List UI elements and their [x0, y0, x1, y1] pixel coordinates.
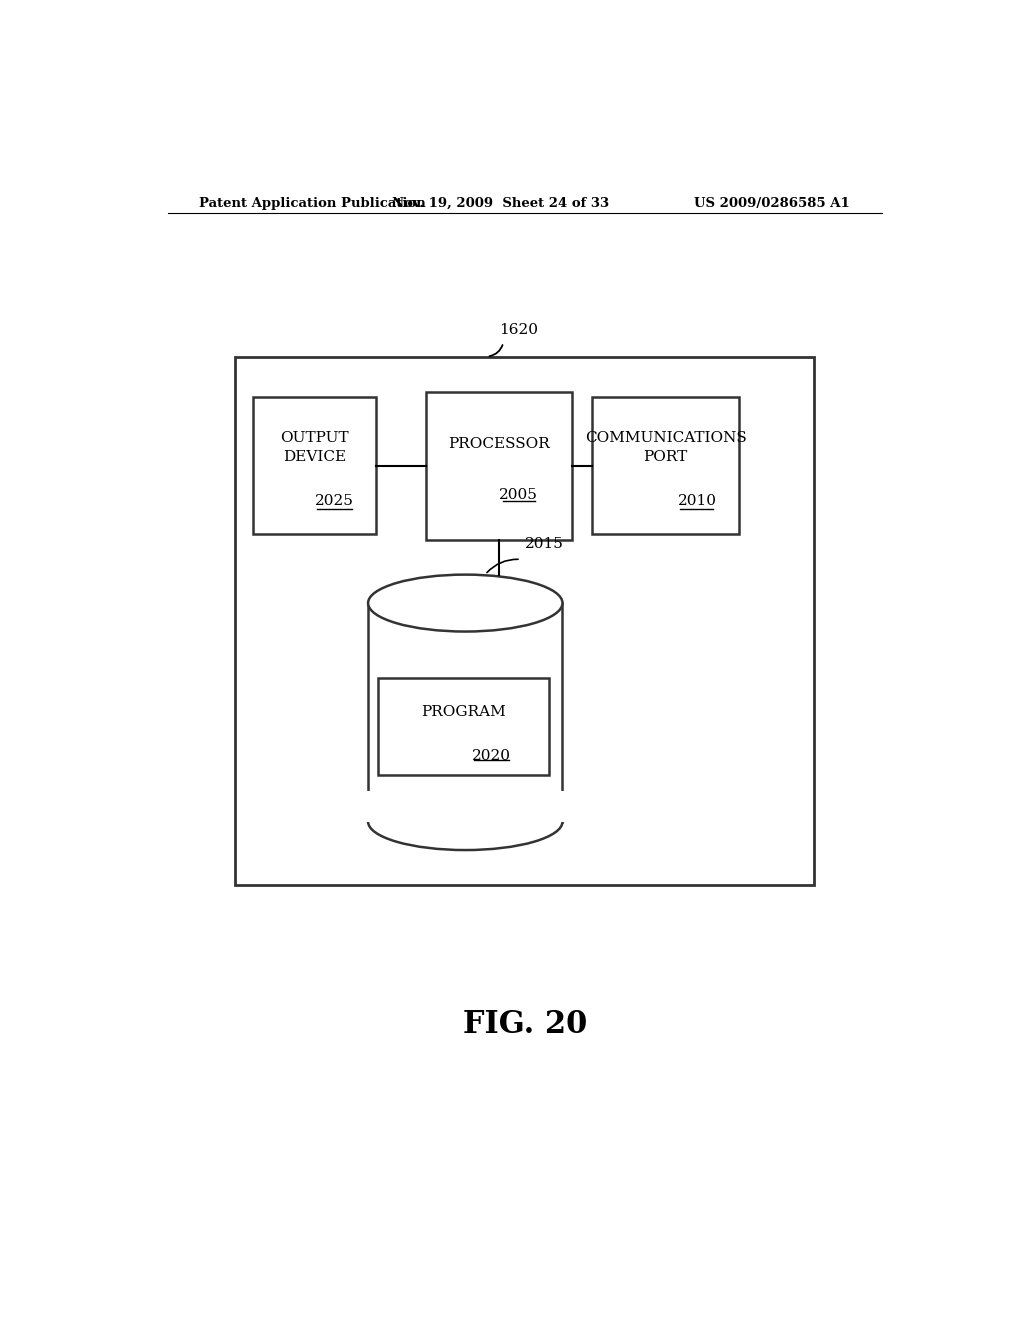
Text: 2025: 2025	[315, 494, 354, 508]
Text: 2020: 2020	[472, 748, 511, 763]
Text: FIG. 20: FIG. 20	[463, 1008, 587, 1040]
Text: 2010: 2010	[678, 494, 717, 508]
Bar	[592, 397, 739, 535]
Text: PROGRAM: PROGRAM	[421, 705, 506, 719]
Text: 1620: 1620	[500, 323, 539, 338]
Bar	[236, 356, 814, 886]
Bar	[368, 603, 562, 821]
Bar	[378, 677, 549, 775]
Text: PROCESSOR: PROCESSOR	[449, 437, 550, 450]
Text: US 2009/0286585 A1: US 2009/0286585 A1	[694, 197, 850, 210]
Bar	[253, 397, 377, 535]
Ellipse shape	[368, 574, 562, 631]
Text: OUTPUT
DEVICE: OUTPUT DEVICE	[281, 432, 349, 463]
Ellipse shape	[368, 793, 562, 850]
Text: COMMUNICATIONS
PORT: COMMUNICATIONS PORT	[585, 432, 746, 463]
Bar	[367, 791, 564, 821]
Bar	[426, 392, 572, 540]
Text: 2015: 2015	[524, 537, 563, 552]
Text: Patent Application Publication: Patent Application Publication	[200, 197, 426, 210]
Text: 2005: 2005	[500, 488, 539, 502]
Text: Nov. 19, 2009  Sheet 24 of 33: Nov. 19, 2009 Sheet 24 of 33	[392, 197, 609, 210]
